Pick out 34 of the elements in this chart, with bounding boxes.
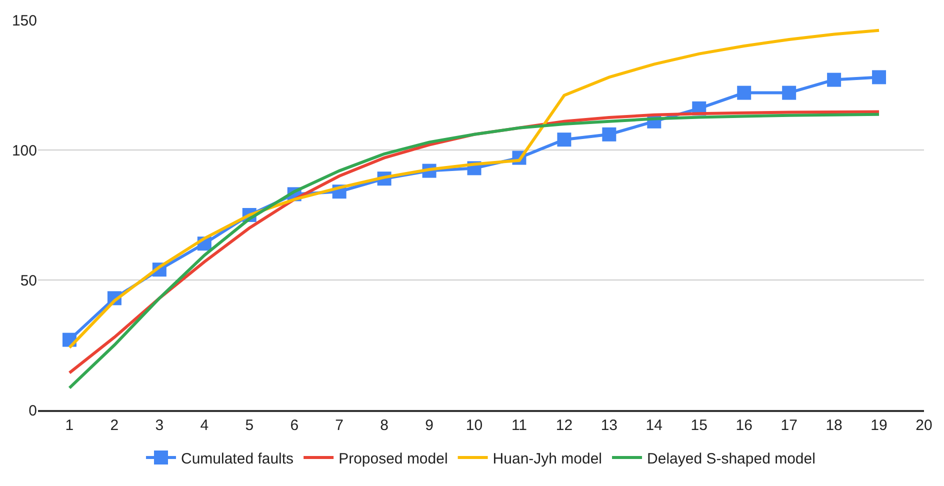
x-tick-label: 9 [425, 417, 434, 434]
x-tick-label: 16 [736, 417, 752, 434]
y-tick-label: 100 [12, 142, 37, 160]
x-tick-label: 8 [380, 417, 388, 434]
x-tick-label: 17 [780, 417, 798, 434]
y-tick-label: 50 [20, 272, 37, 290]
x-tick-label: 4 [200, 417, 209, 434]
x-tick-label: 12 [556, 417, 573, 434]
x-tick-label: 15 [690, 417, 708, 434]
x-tick-label: 7 [335, 417, 344, 434]
x-tick-label: 6 [290, 417, 299, 434]
x-tick-label: 2 [110, 417, 119, 434]
point [737, 86, 752, 100]
x-tick-label: 14 [646, 417, 662, 434]
x-tick-label: 18 [826, 417, 842, 434]
x-tick-label: 3 [155, 417, 164, 434]
legend-label: Delayed S-shaped model [647, 450, 816, 468]
point [557, 132, 572, 147]
x-tick-label: 20 [916, 417, 932, 434]
point [602, 127, 616, 142]
x-tick-label: 1 [65, 417, 74, 434]
x-tick-label: 10 [466, 417, 483, 434]
x-tick-label: 19 [870, 417, 888, 434]
legend-label: Cumulated faults [181, 450, 294, 468]
x-tick-label: 5 [245, 417, 254, 434]
point [782, 86, 796, 100]
y-tick-label: 0 [28, 402, 37, 420]
x-tick-label: 11 [511, 417, 528, 434]
point [872, 70, 886, 84]
legend-label: Proposed model [338, 450, 448, 468]
x-tick-label: 13 [600, 417, 618, 434]
point [827, 72, 842, 87]
y-tick-label: 150 [12, 12, 37, 30]
legend-label: Huan-Jyh model [492, 450, 602, 468]
